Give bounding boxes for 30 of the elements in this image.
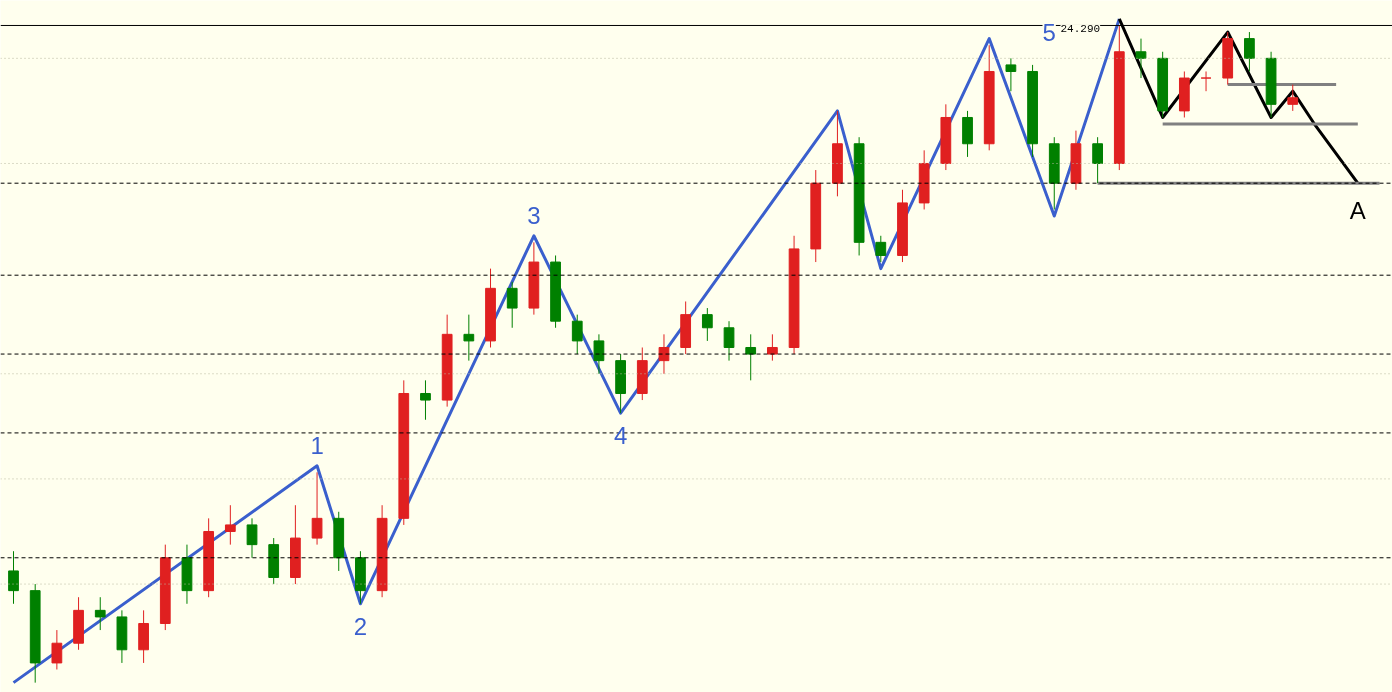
candlestick [767, 333, 778, 362]
candlestick [8, 550, 19, 605]
candlestick [658, 333, 670, 375]
candlestick [745, 333, 757, 381]
annotation: 1 [310, 431, 324, 459]
candlestick [246, 517, 258, 559]
candlestick [1005, 57, 1017, 92]
annotation: 4 [613, 422, 628, 450]
candlestick [723, 320, 735, 362]
annotation: 5 [1042, 19, 1056, 46]
candlestick [571, 314, 583, 355]
candlestick [51, 629, 63, 670]
candlestick [1092, 136, 1103, 184]
annotation: 3 [527, 201, 541, 229]
candlestick [463, 314, 475, 362]
candlestick [94, 596, 106, 631]
candlestick [224, 504, 236, 546]
candlestick [506, 281, 518, 329]
candlestick [1244, 31, 1255, 72]
candlestick [1200, 70, 1212, 92]
candlestick [875, 235, 887, 263]
candlestick [701, 307, 713, 342]
annotation: 24.290 [1060, 23, 1101, 35]
candlestick [593, 333, 605, 375]
candlestick [420, 379, 431, 421]
annotation: 2 [353, 612, 368, 640]
annotation: A [1349, 197, 1366, 225]
candlestick [1287, 84, 1299, 112]
candlestick [1135, 38, 1147, 79]
candlestick [311, 471, 323, 546]
